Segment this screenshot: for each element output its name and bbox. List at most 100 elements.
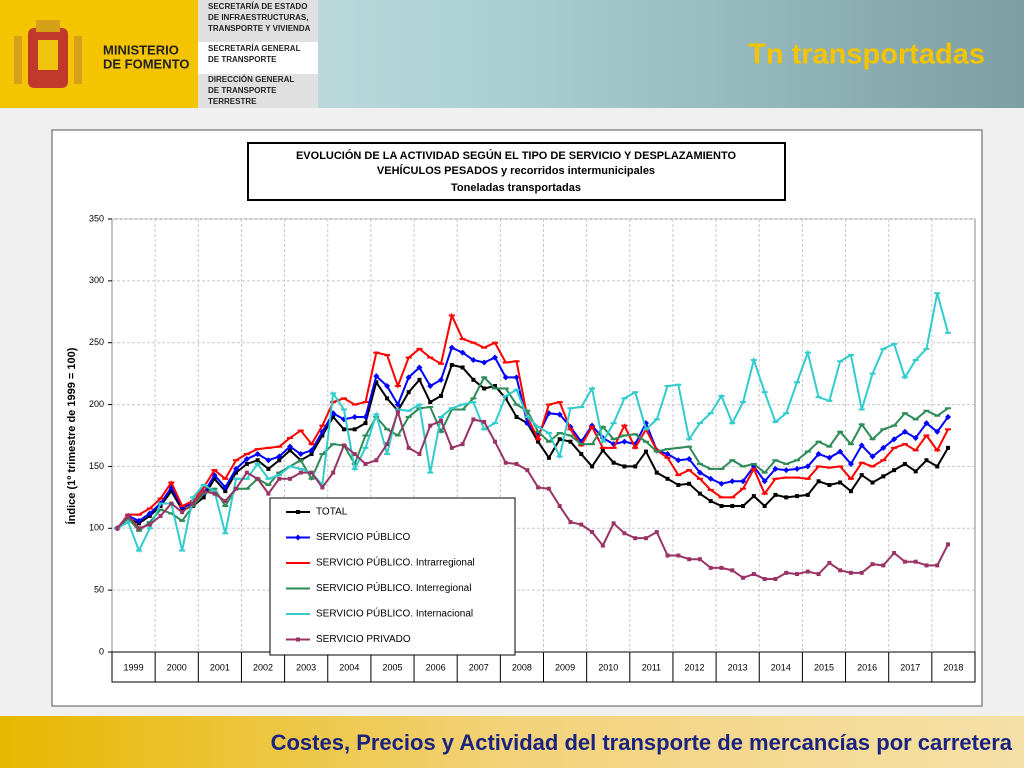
marker <box>664 456 671 459</box>
marker <box>815 451 822 458</box>
marker <box>525 468 530 473</box>
marker <box>578 406 585 409</box>
marker <box>535 438 542 441</box>
marker <box>923 409 930 412</box>
marker <box>881 563 886 568</box>
marker <box>707 467 714 470</box>
x-tick-label: 2006 <box>426 662 446 672</box>
marker <box>740 478 747 485</box>
marker <box>514 461 519 466</box>
marker <box>611 521 616 526</box>
marker <box>675 446 682 449</box>
marker <box>730 568 735 573</box>
marker <box>643 449 648 454</box>
y-tick-label: 150 <box>89 461 104 471</box>
marker <box>406 390 411 395</box>
marker <box>125 517 132 520</box>
marker <box>557 437 562 442</box>
marker <box>847 354 854 357</box>
marker <box>126 513 131 518</box>
marker <box>610 438 617 441</box>
marker <box>146 507 153 510</box>
marker <box>308 443 315 446</box>
marker <box>471 377 476 382</box>
marker <box>362 446 369 449</box>
marker <box>556 411 563 418</box>
marker <box>590 464 595 469</box>
marker <box>277 476 282 481</box>
marker <box>676 553 681 558</box>
marker <box>686 469 693 472</box>
marker <box>762 577 767 582</box>
marker <box>363 421 368 426</box>
marker <box>946 542 951 547</box>
marker <box>869 438 876 441</box>
marker <box>902 461 907 466</box>
marker <box>642 440 649 443</box>
marker <box>513 360 520 363</box>
marker <box>200 492 207 495</box>
marker <box>795 494 800 499</box>
marker <box>296 510 300 514</box>
marker <box>773 492 778 497</box>
marker <box>482 419 487 424</box>
marker <box>578 443 585 446</box>
marker <box>945 331 952 334</box>
marker <box>536 485 541 490</box>
marker <box>471 417 476 422</box>
marker <box>351 413 358 420</box>
marker <box>341 427 346 432</box>
marker <box>579 452 584 457</box>
marker <box>286 436 293 439</box>
marker <box>295 562 301 564</box>
marker <box>125 521 132 524</box>
marker <box>362 413 369 420</box>
marker <box>212 476 217 481</box>
marker <box>719 565 724 570</box>
marker <box>265 483 272 486</box>
marker <box>837 430 844 433</box>
marker <box>686 445 693 448</box>
y-tick-label: 50 <box>94 585 104 595</box>
marker <box>276 474 283 477</box>
marker <box>545 440 552 443</box>
marker <box>384 428 391 431</box>
marker <box>481 376 488 379</box>
marker <box>707 488 714 491</box>
marker <box>276 471 283 474</box>
marker <box>827 560 832 565</box>
y-tick-label: 200 <box>89 399 104 409</box>
marker <box>276 453 283 460</box>
marker <box>762 504 767 509</box>
marker <box>319 453 326 456</box>
marker <box>384 354 391 357</box>
marker <box>869 453 876 460</box>
marker <box>610 422 617 425</box>
marker <box>708 499 713 504</box>
marker <box>590 529 595 534</box>
marker <box>319 428 326 435</box>
x-tick-label: 2002 <box>253 662 273 672</box>
marker <box>502 387 509 390</box>
marker <box>309 452 314 457</box>
legend-label: SERVICIO PRIVADO <box>316 634 411 645</box>
marker <box>795 572 800 577</box>
marker <box>945 413 952 420</box>
marker <box>330 401 337 404</box>
marker <box>254 451 261 458</box>
marker <box>319 483 326 486</box>
marker <box>741 504 746 509</box>
marker <box>470 357 477 364</box>
x-tick-label: 2018 <box>943 662 963 672</box>
marker <box>847 477 854 480</box>
marker <box>761 471 768 474</box>
marker <box>320 433 325 438</box>
marker <box>718 467 725 470</box>
series-line <box>116 292 949 554</box>
chart-title-box <box>247 142 786 201</box>
marker <box>394 434 401 437</box>
marker <box>729 459 736 462</box>
marker <box>621 438 628 445</box>
marker <box>664 448 671 451</box>
